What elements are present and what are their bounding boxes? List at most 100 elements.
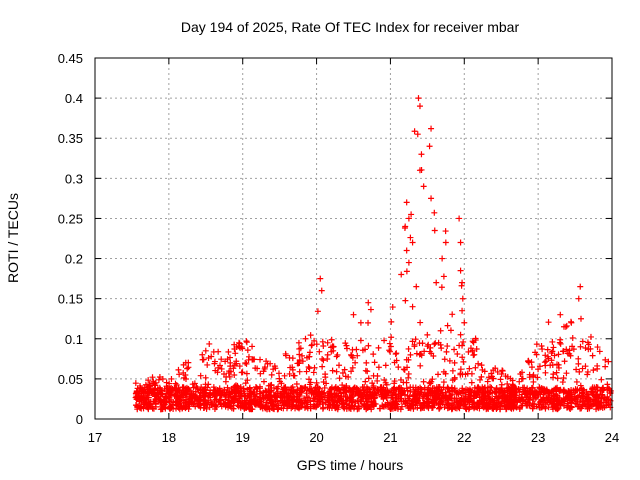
data-point <box>278 380 285 387</box>
data-point <box>472 390 479 397</box>
data-point <box>175 366 182 373</box>
data-point <box>451 385 458 392</box>
data-point <box>433 279 440 286</box>
y-tick-labels: 0 0.05 0.1 0.15 0.2 0.25 0.3 0.35 0.4 0.45 <box>58 51 83 427</box>
data-point <box>453 405 460 412</box>
data-point <box>212 367 219 374</box>
data-point <box>202 374 209 381</box>
data-point <box>317 275 324 282</box>
data-point <box>414 404 421 411</box>
data-point <box>343 345 350 352</box>
data-point <box>567 406 574 413</box>
data-point <box>367 306 374 313</box>
data-point <box>533 351 540 358</box>
data-point <box>579 392 586 399</box>
data-point <box>456 215 463 222</box>
data-point <box>376 405 383 412</box>
data-point <box>200 356 207 363</box>
data-point <box>397 406 404 413</box>
data-point <box>549 338 556 345</box>
data-point <box>199 386 206 393</box>
data-point <box>189 399 196 406</box>
data-point <box>355 403 362 410</box>
data-point <box>324 356 331 363</box>
data-point <box>233 360 240 367</box>
data-point <box>246 384 253 391</box>
data-point <box>440 393 447 400</box>
data-point <box>494 395 501 402</box>
data-point <box>184 387 191 394</box>
data-point <box>421 348 428 355</box>
data-point <box>525 391 532 398</box>
data-point <box>395 395 402 402</box>
data-point <box>454 350 461 357</box>
data-point <box>572 389 579 396</box>
data-point <box>534 392 541 399</box>
data-point <box>327 386 334 393</box>
data-point <box>227 354 234 361</box>
data-point <box>411 341 418 348</box>
data-point <box>604 381 611 388</box>
data-point <box>278 404 285 411</box>
data-point <box>362 378 369 385</box>
data-point <box>497 376 504 383</box>
data-point <box>358 394 365 401</box>
data-point <box>540 400 547 407</box>
data-point <box>276 375 283 382</box>
data-point <box>451 359 458 366</box>
data-point <box>444 405 451 412</box>
data-point <box>392 351 399 358</box>
data-point <box>303 368 310 375</box>
data-point <box>468 379 475 386</box>
data-point <box>436 405 443 412</box>
data-point <box>172 385 179 392</box>
data-point <box>304 403 311 410</box>
data-point <box>316 385 323 392</box>
data-point <box>342 373 349 380</box>
data-point <box>274 390 281 397</box>
data-point <box>439 399 446 406</box>
data-point <box>157 406 164 413</box>
data-point <box>524 385 531 392</box>
data-point <box>440 273 447 280</box>
data-point <box>594 365 601 372</box>
data-point <box>501 399 508 406</box>
x-tick-label: 22 <box>457 430 471 445</box>
data-point <box>367 389 374 396</box>
data-point <box>305 364 312 371</box>
data-point <box>472 364 479 371</box>
data-point <box>443 348 450 355</box>
data-point <box>529 384 536 391</box>
data-point <box>446 388 453 395</box>
data-point <box>185 364 192 371</box>
y-tick-label: 0.15 <box>58 292 83 307</box>
data-point <box>385 401 392 408</box>
data-point <box>473 402 480 409</box>
data-point <box>553 369 560 376</box>
data-point <box>407 403 414 410</box>
data-point <box>573 366 580 373</box>
data-point <box>465 394 472 401</box>
data-point <box>176 386 183 393</box>
data-point <box>417 362 424 369</box>
data-point <box>359 347 366 354</box>
data-point <box>490 367 497 374</box>
data-point <box>225 348 232 355</box>
data-point <box>289 355 296 362</box>
data-point <box>590 367 597 374</box>
data-point <box>554 384 561 391</box>
y-tick-label: 0.25 <box>58 211 83 226</box>
data-point <box>409 303 416 310</box>
data-point <box>516 378 523 385</box>
data-point <box>489 390 496 397</box>
data-point <box>555 351 562 358</box>
data-point <box>424 343 431 350</box>
data-point <box>365 375 372 382</box>
data-point <box>380 403 387 410</box>
data-point <box>387 343 394 350</box>
data-point <box>596 404 603 411</box>
data-point <box>391 384 398 391</box>
y-tick-label: 0.1 <box>65 332 83 347</box>
data-point <box>516 394 523 401</box>
data-point <box>275 383 282 390</box>
